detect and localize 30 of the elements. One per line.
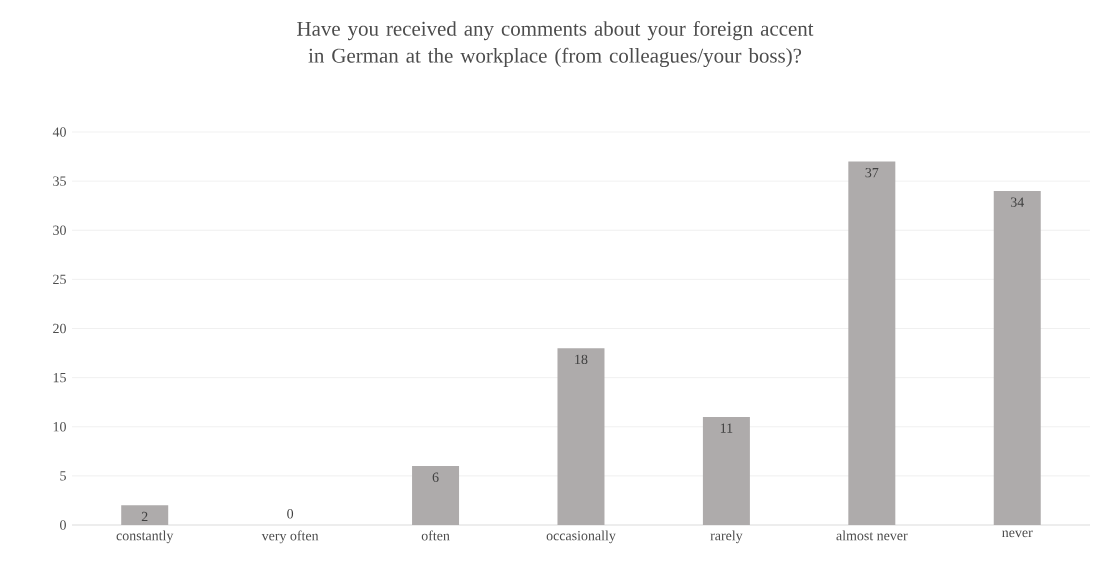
x-tick-label: constantly [116,530,174,544]
y-tick-label: 15 [53,372,66,383]
y-tick-label: 30 [53,225,66,235]
bar [702,416,750,525]
y-tick-label: 35 [53,176,66,186]
bar [848,161,896,525]
y-tick-label: 0 [60,520,66,530]
bar [557,348,605,525]
x-tick-label: never [1002,530,1033,538]
data-label: 6 [432,472,439,482]
y-tick-label: 25 [53,274,66,285]
bar [993,190,1041,525]
bar [412,466,460,525]
data-label: 11 [720,423,733,433]
x-tick-label: almost never [836,530,908,541]
x-tick-label: rarely [710,530,743,544]
y-tick-label: 10 [53,422,66,432]
data-label: 37 [865,167,879,178]
y-tick-label: 5 [60,471,66,481]
y-tick-label: 20 [53,323,66,334]
data-label: 0 [287,509,294,519]
chart-title: Have you received any comments about your foreign accent in German at the workplace (from colleagues/your boss)? [297,20,814,68]
y-tick-label: 40 [52,127,66,137]
x-tick-label: occasionally [546,530,616,544]
data-label: 18 [575,354,588,365]
x-tick-label: often [421,530,450,541]
x-tick-label: very often [261,530,319,544]
bar [121,505,169,525]
data-label: 34 [1010,197,1025,207]
data-label: 2 [141,511,148,522]
